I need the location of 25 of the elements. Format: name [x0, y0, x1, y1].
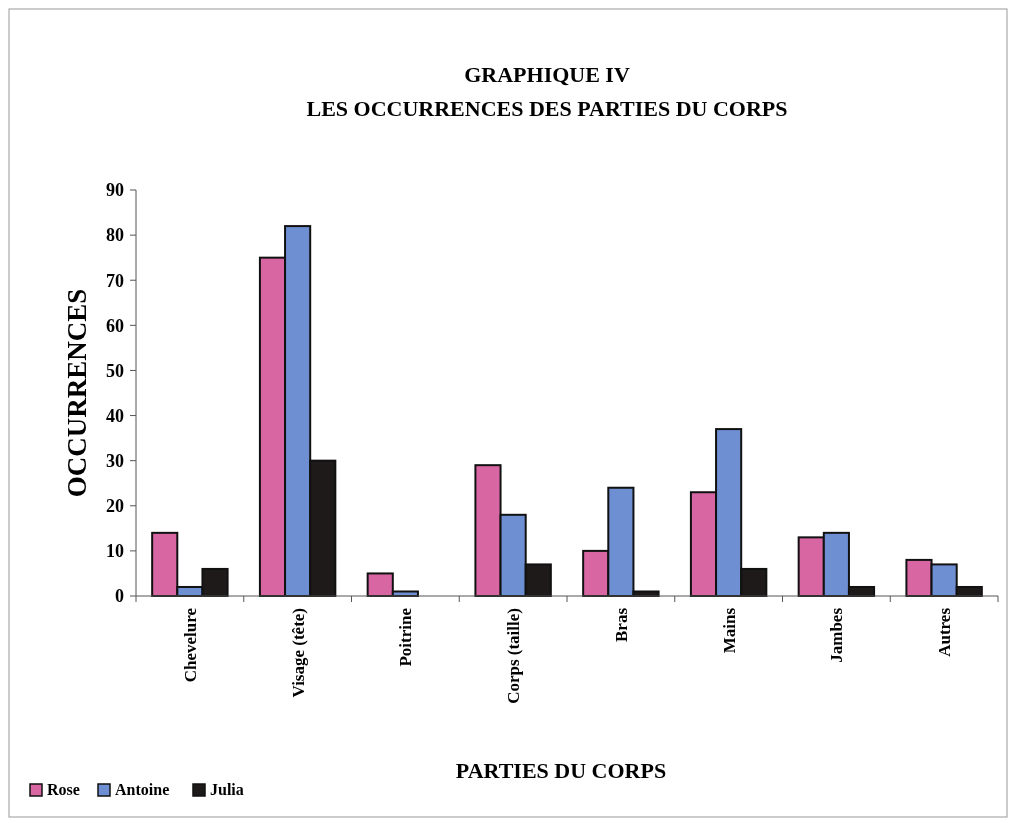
x-tick-label: Mains	[719, 607, 739, 654]
x-tick-label: Poitrine	[396, 607, 416, 667]
x-tick-label: Bras	[611, 607, 631, 642]
legend-label: Julia	[210, 781, 244, 798]
y-tick-label: 40	[106, 405, 124, 426]
y-tick-label: 50	[106, 360, 124, 381]
chart-subtitle: LES OCCURRENCES DES PARTIES DU CORPS	[306, 96, 788, 121]
chart-title: GRAPHIQUE IV	[464, 62, 630, 87]
y-tick-label: 30	[106, 450, 124, 471]
y-tick-label: 20	[106, 496, 124, 517]
y-tick-label: 80	[106, 225, 124, 246]
x-tick-label: Jambes	[827, 607, 847, 663]
x-axis-title: PARTIES DU CORPS	[455, 758, 667, 783]
y-tick-label: 70	[106, 270, 124, 291]
x-tick-label: Autres	[935, 607, 955, 657]
y-tick-label: 60	[106, 315, 124, 336]
x-tick-label: Chevelure	[180, 607, 200, 683]
x-tick-label: Corps (taille)	[504, 608, 524, 704]
legend-label: Rose	[47, 781, 80, 798]
x-tick-label: Visage (tête)	[288, 608, 308, 698]
y-axis-title: OCCURRENCES	[62, 288, 92, 498]
y-tick-label: 90	[106, 180, 124, 201]
y-tick-label: 0	[115, 586, 124, 607]
legend-label: Antoine	[115, 781, 170, 798]
y-tick-label: 10	[106, 541, 124, 562]
